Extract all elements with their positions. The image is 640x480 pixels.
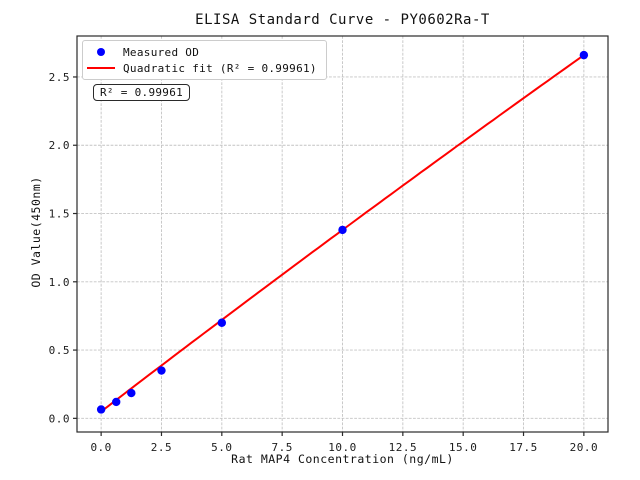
data-point (127, 388, 136, 398)
x-tick-label: 0.0 (90, 441, 111, 454)
y-tick-label: 1.0 (49, 276, 70, 289)
legend-entry-measured-od: Measured OD (85, 44, 317, 60)
y-tick-label: 1.5 (49, 208, 70, 221)
x-tick-label: 17.5 (509, 441, 538, 454)
x-tick-label: 15.0 (449, 441, 478, 454)
legend: Measured OD Quadratic fit (R² = 0.99961) (82, 40, 327, 80)
data-point (96, 405, 106, 414)
legend-label-quadratic-fit: Quadratic fit (R² = 0.99961) (123, 61, 317, 75)
x-tick-label: 5.0 (211, 441, 232, 454)
y-tick-label: 2.0 (49, 139, 70, 152)
data-point (157, 366, 166, 375)
measured-od-dot-icon (97, 48, 105, 56)
data-point (338, 225, 347, 235)
x-tick-label: 12.5 (389, 441, 418, 454)
data-point (217, 318, 227, 327)
y-tick-label: 0.0 (49, 412, 70, 425)
x-tick-label: 20.0 (570, 441, 599, 454)
x-axis-label: Rat MAP4 Concentration (ng/mL) (231, 452, 454, 466)
r-squared-annotation: R² = 0.99961 (93, 84, 191, 101)
data-point (112, 397, 121, 407)
legend-marker-area (85, 48, 117, 56)
legend-marker-area (85, 67, 117, 69)
legend-entry-quadratic-fit: Quadratic fit (R² = 0.99961) (85, 60, 317, 76)
y-tick-label: 0.5 (49, 344, 70, 357)
chart-title: ELISA Standard Curve - PY0602Ra-T (195, 12, 490, 28)
x-tick-label: 7.5 (271, 441, 292, 454)
legend-label-measured-od: Measured OD (123, 45, 200, 59)
x-tick-label: 10.0 (328, 441, 357, 454)
quadratic-fit-line-icon (87, 67, 115, 69)
data-point (579, 50, 589, 60)
y-tick-label: 2.5 (49, 71, 70, 84)
x-tick-label: 2.5 (151, 441, 172, 454)
